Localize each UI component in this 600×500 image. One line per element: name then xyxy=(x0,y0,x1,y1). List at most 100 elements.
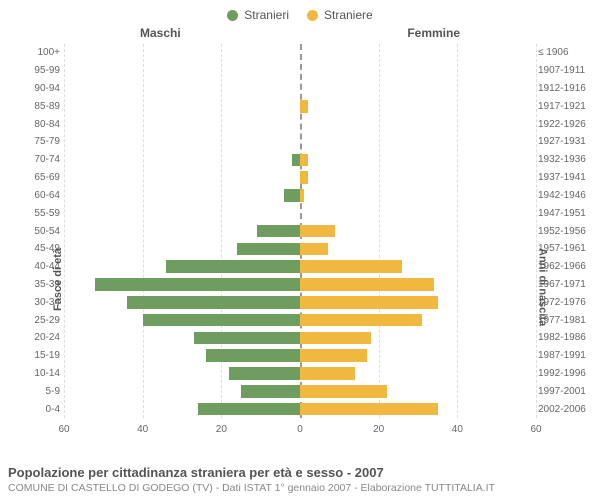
age-label: 15-19 xyxy=(12,347,60,365)
bar-male xyxy=(194,332,300,344)
bar-row xyxy=(64,258,536,276)
bar-male xyxy=(241,385,300,397)
bar-row xyxy=(64,62,536,80)
bar-male xyxy=(237,243,300,255)
birth-label: 1932-1936 xyxy=(538,151,594,169)
x-tick: 60 xyxy=(530,424,541,435)
legend-item-male: Stranieri xyxy=(227,8,289,22)
bar-male xyxy=(284,189,300,201)
birth-label: 1972-1976 xyxy=(538,293,594,311)
age-label: 30-34 xyxy=(12,293,60,311)
bar-male xyxy=(206,349,300,361)
bar-row xyxy=(64,347,536,365)
bar-row xyxy=(64,365,536,383)
bar-row xyxy=(64,293,536,311)
birth-label: 1947-1951 xyxy=(538,204,594,222)
bar-row xyxy=(64,204,536,222)
age-label: 75-79 xyxy=(12,133,60,151)
age-label: 80-84 xyxy=(12,115,60,133)
birth-label: 1912-1916 xyxy=(538,80,594,98)
birth-label: 1922-1926 xyxy=(538,115,594,133)
birth-label: 1937-1941 xyxy=(538,169,594,187)
x-ticks: 6040200204060 xyxy=(64,422,536,440)
caption-title: Popolazione per cittadinanza straniera p… xyxy=(8,465,592,480)
birth-label: 1927-1931 xyxy=(538,133,594,151)
birth-label: 1942-1946 xyxy=(538,187,594,205)
bar-row xyxy=(64,240,536,258)
bar-male xyxy=(166,260,300,272)
age-label: 55-59 xyxy=(12,204,60,222)
age-label: 95-99 xyxy=(12,62,60,80)
x-tick: 60 xyxy=(58,424,69,435)
legend-label-male: Stranieri xyxy=(244,8,289,22)
bar-female xyxy=(300,403,438,415)
birth-label: 1962-1966 xyxy=(538,258,594,276)
y-labels-birth: ≤ 19061907-19111912-19161917-19211922-19… xyxy=(538,44,594,418)
bar-female xyxy=(300,332,371,344)
bar-female xyxy=(300,296,438,308)
bar-female xyxy=(300,100,308,112)
legend-item-female: Straniere xyxy=(307,8,373,22)
bar-row xyxy=(64,276,536,294)
caption: Popolazione per cittadinanza straniera p… xyxy=(8,465,592,494)
age-label: 90-94 xyxy=(12,80,60,98)
bar-row xyxy=(64,329,536,347)
bar-row xyxy=(64,151,536,169)
birth-label: ≤ 1906 xyxy=(538,44,594,62)
bar-row xyxy=(64,382,536,400)
age-label: 25-29 xyxy=(12,311,60,329)
bar-male xyxy=(292,154,300,166)
age-label: 85-89 xyxy=(12,97,60,115)
age-label: 20-24 xyxy=(12,329,60,347)
birth-label: 1952-1956 xyxy=(538,222,594,240)
bar-male xyxy=(257,225,300,237)
bar-female xyxy=(300,243,328,255)
bar-male xyxy=(127,296,300,308)
legend-swatch-female xyxy=(307,10,318,21)
age-label: 50-54 xyxy=(12,222,60,240)
age-label: 100+ xyxy=(12,44,60,62)
age-label: 45-49 xyxy=(12,240,60,258)
bar-row xyxy=(64,97,536,115)
legend-label-female: Straniere xyxy=(324,8,373,22)
birth-label: 1987-1991 xyxy=(538,347,594,365)
bar-female xyxy=(300,154,308,166)
x-tick: 0 xyxy=(297,424,303,435)
legend: Stranieri Straniere xyxy=(0,8,600,22)
bar-female xyxy=(300,171,308,183)
age-label: 0-4 xyxy=(12,400,60,418)
plot-area: Fasce di età Anni di nascita 100+95-9990… xyxy=(64,44,536,440)
bar-female xyxy=(300,349,367,361)
gridline xyxy=(536,44,537,418)
birth-label: 1967-1971 xyxy=(538,276,594,294)
bar-row xyxy=(64,169,536,187)
bar-female xyxy=(300,278,434,290)
bar-female xyxy=(300,225,335,237)
y-labels-age: 100+95-9990-9485-8980-8475-7970-7465-696… xyxy=(12,44,60,418)
birth-label: 1957-1961 xyxy=(538,240,594,258)
chart-container: Stranieri Straniere Maschi Femmine Fasce… xyxy=(0,0,600,500)
bar-row xyxy=(64,187,536,205)
legend-swatch-male xyxy=(227,10,238,21)
birth-label: 1907-1911 xyxy=(538,62,594,80)
x-tick: 40 xyxy=(452,424,463,435)
age-label: 60-64 xyxy=(12,187,60,205)
bar-female xyxy=(300,314,422,326)
bar-female xyxy=(300,385,387,397)
age-label: 10-14 xyxy=(12,365,60,383)
birth-label: 1917-1921 xyxy=(538,97,594,115)
x-tick: 20 xyxy=(216,424,227,435)
age-label: 35-39 xyxy=(12,276,60,294)
x-tick: 20 xyxy=(373,424,384,435)
bar-row xyxy=(64,311,536,329)
bar-female xyxy=(300,260,402,272)
bars xyxy=(64,44,536,418)
header-male: Maschi xyxy=(140,26,181,40)
bar-female xyxy=(300,367,355,379)
bar-male xyxy=(143,314,300,326)
bar-male xyxy=(198,403,300,415)
birth-label: 1997-2001 xyxy=(538,382,594,400)
bar-row xyxy=(64,115,536,133)
birth-label: 1977-1981 xyxy=(538,311,594,329)
birth-label: 2002-2006 xyxy=(538,400,594,418)
